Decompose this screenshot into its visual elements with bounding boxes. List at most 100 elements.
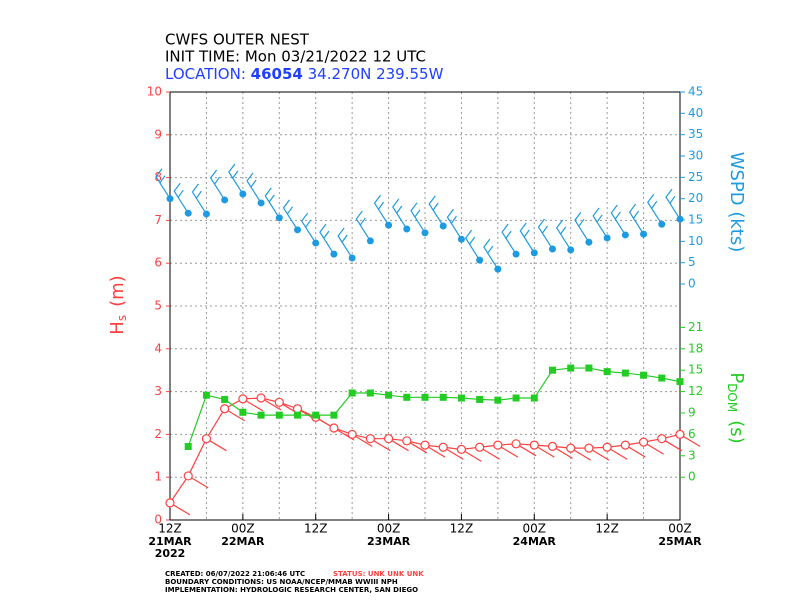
point [221, 196, 229, 204]
point [385, 221, 393, 229]
wind-barb [483, 238, 499, 270]
point [202, 210, 210, 218]
x-date-label: 23MAR [367, 535, 411, 548]
point [567, 364, 575, 372]
point [566, 443, 576, 453]
point [184, 443, 192, 451]
x-date-label: 25MAR [658, 535, 702, 548]
point [184, 209, 192, 217]
wind-barb [392, 198, 408, 230]
point [475, 442, 485, 452]
point [256, 393, 266, 403]
point [348, 389, 356, 397]
point [438, 442, 448, 452]
footer-created: CREATED: 06/07/2022 21:06:46 UTC [165, 570, 305, 578]
point [294, 226, 301, 234]
point [602, 442, 612, 452]
point [493, 440, 503, 450]
point [347, 429, 357, 439]
x-tick-label: 00Z [231, 522, 255, 536]
y-label-sub: s [115, 315, 129, 321]
point [457, 394, 465, 402]
point [165, 498, 175, 508]
point [658, 220, 666, 228]
wind-barb [574, 211, 590, 243]
wind-barb [337, 227, 353, 259]
wind-barb [628, 203, 645, 235]
location: LOCATION: 46054 34.270N 239.55W [165, 65, 444, 83]
point [221, 395, 229, 403]
point [402, 436, 412, 446]
wind-barb [209, 169, 226, 201]
wind-barb [155, 168, 171, 200]
footer-boundary: BOUNDARY CONDITIONS: US NOAA/NCEP/MMAB W… [165, 578, 398, 586]
series-line [187, 367, 681, 447]
y-label-unit: (m) [107, 275, 128, 307]
point [476, 256, 484, 264]
point [366, 237, 374, 245]
point [348, 254, 356, 262]
point [658, 374, 666, 382]
footer-implementation: IMPLEMENTATION: HYDROLOGIC RESEARCH CENT… [165, 586, 418, 594]
point [603, 368, 611, 376]
y-axis-label: Hs (m) [107, 275, 129, 334]
point [547, 441, 558, 451]
x-tick-label: 12Z [450, 522, 474, 536]
point [585, 238, 593, 246]
y-label-main: H [107, 321, 128, 335]
point [421, 229, 429, 237]
y3-tick-label: 0 [688, 470, 696, 484]
wind-barb [173, 182, 189, 214]
point [620, 440, 630, 450]
point [621, 231, 629, 239]
point [494, 396, 502, 404]
point [366, 389, 374, 397]
y2-tick-label: 0 [688, 277, 696, 291]
point [603, 234, 611, 242]
wind-barb [228, 163, 244, 195]
point [403, 225, 411, 233]
wind-barb [592, 207, 608, 239]
point [220, 404, 230, 414]
y2-tick-label: 40 [688, 106, 703, 120]
point [383, 434, 394, 444]
y2-tick-label: 20 [688, 191, 703, 205]
y3-label-unit: (s) [726, 420, 747, 443]
point [257, 411, 265, 419]
y3-tick-label: 18 [688, 341, 703, 355]
wind-barb [610, 204, 626, 236]
point [257, 199, 265, 207]
point [403, 393, 411, 401]
y3-tick-label: 21 [688, 320, 703, 334]
y2-tick-label: 30 [688, 149, 703, 163]
x-tick-label: 12Z [595, 522, 619, 536]
point [275, 214, 283, 222]
y2-tick-label: 5 [688, 255, 696, 269]
wind-barb [264, 187, 280, 219]
x-tick-label: 00Z [668, 522, 692, 536]
y-tick-label: 6 [154, 256, 162, 270]
point [329, 423, 339, 433]
point [421, 393, 429, 401]
point [166, 195, 174, 203]
wind-barb [665, 188, 681, 220]
wind-barb [446, 208, 462, 240]
point [238, 394, 248, 404]
x-tick-label: 00Z [377, 522, 401, 536]
y-tick-label: 2 [154, 427, 162, 441]
y3-tick-label: 6 [688, 427, 696, 441]
wind-barb [282, 199, 299, 231]
y-tick-label: 9 [154, 127, 162, 141]
coordinates: 34.270N 239.55W [308, 65, 444, 83]
y3-label-sub: DOM [726, 383, 740, 412]
x-tick-label: 00Z [523, 522, 547, 536]
point [675, 429, 685, 439]
y3-axis-label: PDOM (s) [726, 372, 748, 443]
point [312, 239, 320, 247]
wind-barb [537, 218, 554, 250]
y3-tick-label: 12 [688, 384, 703, 398]
y3-tick-label: 15 [688, 363, 703, 377]
y2-tick-label: 25 [688, 170, 703, 184]
point [585, 364, 593, 372]
